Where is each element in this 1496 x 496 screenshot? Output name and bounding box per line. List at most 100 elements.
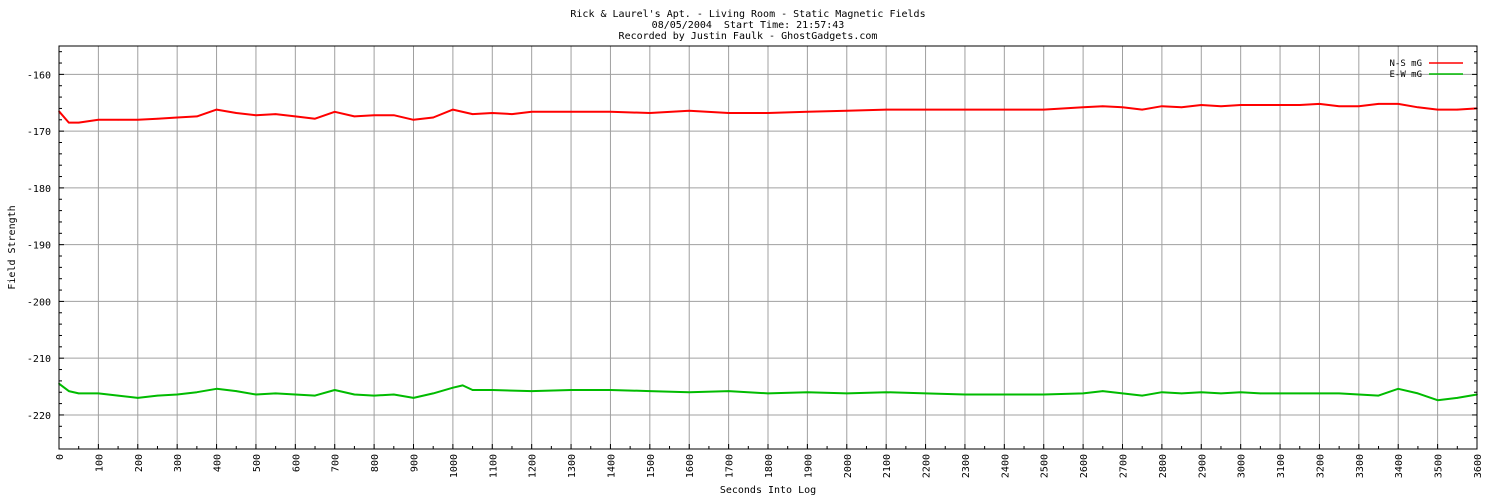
data-point [1042,108,1045,111]
legend-label: E-W mG [1389,70,1422,80]
data-point [1180,392,1183,395]
data-point [1318,392,1321,395]
data-point [1436,108,1439,111]
data-point [491,112,494,114]
data-point [1102,105,1104,107]
x-tick-label: 2300 [961,454,972,478]
data-point [1180,106,1183,109]
data-point [274,392,277,395]
data-point [77,392,80,395]
y-tick-label: -160 [27,70,51,81]
data-point [274,113,277,115]
data-point [1397,103,1400,105]
data-point [511,113,513,115]
x-tick-label: 1900 [803,454,814,478]
x-tick-label: 100 [94,454,105,472]
y-tick-label: -190 [27,241,51,252]
data-point [97,392,100,395]
data-point [767,392,769,395]
data-point [196,115,198,118]
data-point [1102,390,1104,392]
data-point [452,386,454,389]
data-point [924,392,927,395]
data-point [97,118,100,121]
data-point [1082,106,1084,109]
y-tick-label: -210 [27,354,51,365]
data-point [1220,392,1222,395]
data-point [294,393,297,396]
data-point [1436,399,1439,401]
legend: N-S mGE-W mG [1389,59,1463,80]
data-point [77,121,80,124]
data-point [1456,108,1459,111]
data-point [117,118,119,121]
data-point [294,115,297,118]
data-point [333,111,336,113]
data-point [1417,106,1419,109]
data-point [885,391,887,394]
data-point [649,390,651,392]
data-point [1259,104,1262,106]
data-point [845,109,848,112]
data-point [215,108,218,111]
data-point [1161,391,1163,394]
data-point [156,394,159,397]
x-tick-label: 1600 [685,454,696,478]
data-point [806,111,809,113]
x-tick-label: 1800 [764,454,775,478]
data-point [156,117,159,120]
data-point [1279,392,1281,395]
legend-label: N-S mG [1389,59,1422,69]
x-tick-label: 2000 [843,454,854,478]
x-tick-label: 3300 [1355,454,1366,478]
data-point [412,118,415,121]
data-point [1141,108,1143,111]
data-point [1141,394,1143,397]
data-point [1358,105,1360,107]
data-point [196,391,198,394]
data-point [471,389,474,391]
data-point [176,393,178,396]
data-point [1200,391,1203,394]
x-tick-label: 3100 [1276,454,1287,478]
chart-title: Rick & Laurel's Apt. - Living Room - Sta… [570,9,926,20]
data-point [609,111,612,113]
data-point [235,112,238,114]
data-point [1161,105,1163,107]
data-point [461,384,464,387]
data-point [1042,393,1045,396]
x-tick-label: 2500 [1040,454,1051,478]
data-point [727,112,730,114]
data-point [68,121,70,124]
x-tick-label: 1500 [646,454,657,478]
x-tick-label: 2100 [882,454,893,478]
x-tick-label: 700 [331,454,342,472]
data-point [609,389,612,391]
data-point [117,394,119,397]
grid [58,46,1478,449]
data-point [491,389,494,391]
data-point [885,108,887,111]
data-point [964,108,966,111]
x-tick-label: 3200 [1315,454,1326,478]
data-point [393,393,395,396]
data-point [393,114,395,117]
x-axis-label: Seconds Into Log [720,485,816,496]
data-point [255,393,257,396]
y-tick-label: -180 [27,184,51,195]
data-point [1377,103,1380,105]
data-point [964,393,966,396]
x-tick-label: 500 [252,454,263,472]
data-point [1259,392,1262,395]
x-tick-label: 3600 [1473,454,1484,478]
data-point [570,111,572,113]
x-tick-label: 1300 [567,454,578,478]
data-point [452,108,454,111]
data-point [924,108,927,111]
x-tick-label: 2600 [1079,454,1090,478]
x-tick-label: 1000 [449,454,460,478]
data-point [1417,392,1419,395]
x-tick-label: 600 [291,454,302,472]
data-point [1397,388,1400,390]
